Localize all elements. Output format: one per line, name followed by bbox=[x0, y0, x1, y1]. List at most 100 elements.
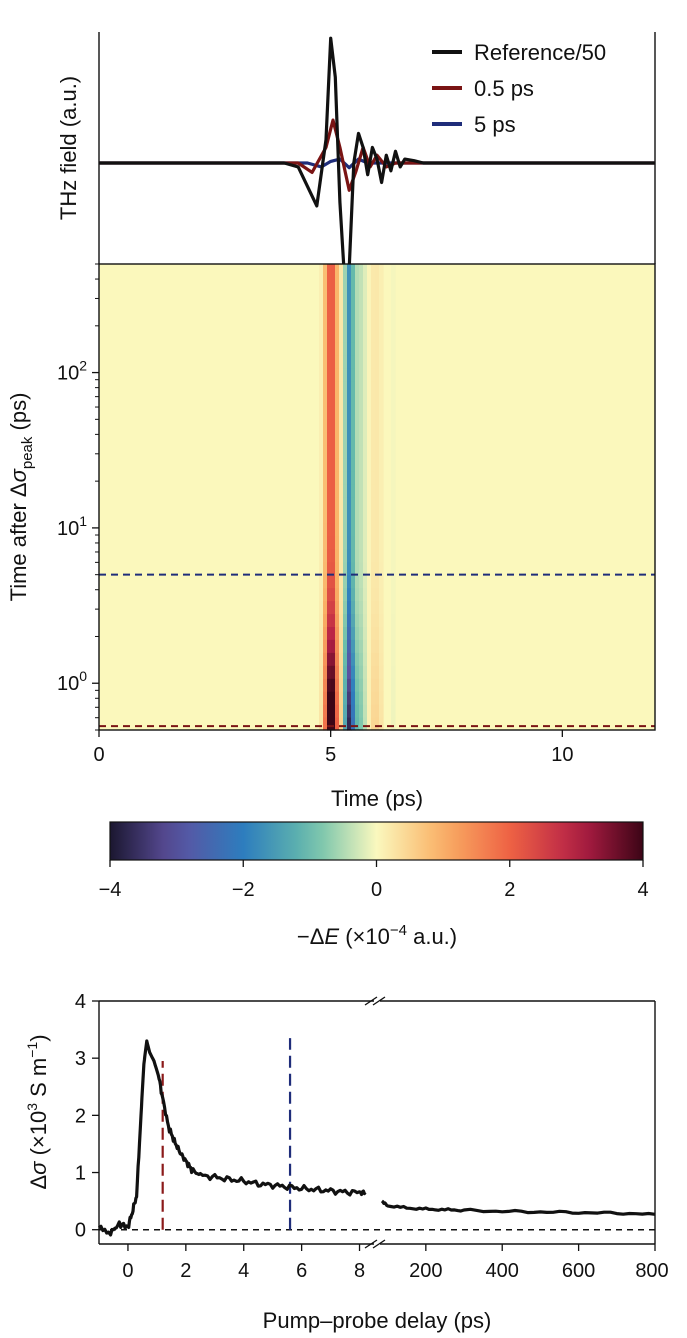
heatmap-cell bbox=[375, 354, 380, 369]
heatmap-cell bbox=[331, 367, 336, 382]
heatmap-cell bbox=[375, 315, 380, 330]
heatmap-cell bbox=[359, 484, 364, 498]
heatmap-cell bbox=[335, 548, 340, 563]
heatmap-cell bbox=[359, 393, 364, 407]
heatmap-cell bbox=[343, 561, 348, 576]
heatmap-cell bbox=[331, 302, 336, 317]
heatmap-cell bbox=[319, 626, 324, 640]
heatmap-cell bbox=[351, 613, 356, 627]
heatmap-cell bbox=[331, 419, 336, 433]
heatmap-cell bbox=[355, 380, 360, 394]
heatmap-cell bbox=[339, 393, 344, 407]
heatmap-cell bbox=[343, 484, 348, 498]
heatmap-cell bbox=[367, 522, 372, 537]
heatmap-cell bbox=[319, 691, 324, 705]
heatmap-cell bbox=[355, 574, 360, 589]
heatmap-cell bbox=[391, 432, 396, 446]
heatmap-cell bbox=[351, 289, 356, 304]
heatmap-hlines bbox=[99, 573, 655, 728]
heatmap-cell bbox=[343, 432, 348, 446]
heatmap-cell bbox=[335, 419, 340, 433]
heatmap-cell bbox=[379, 264, 384, 278]
heatmap-cell bbox=[323, 613, 328, 627]
heatmap-cell bbox=[319, 354, 324, 369]
heatmap-cell bbox=[379, 367, 384, 382]
heatmap-cell bbox=[375, 613, 380, 627]
heatmap-cell bbox=[379, 380, 384, 394]
heatmap-cell bbox=[371, 652, 376, 666]
heatmap-cell bbox=[363, 302, 368, 317]
heatmap-cell bbox=[367, 289, 372, 304]
heatmap-cell bbox=[375, 471, 380, 485]
heatmap-cell bbox=[359, 652, 364, 666]
heatmap-cell bbox=[379, 678, 384, 692]
heatmap-cell bbox=[327, 445, 332, 459]
heatmap-cell bbox=[347, 691, 352, 705]
heatmap-cell bbox=[339, 354, 344, 369]
heatmap-cell bbox=[339, 704, 344, 718]
heatmap-cell bbox=[351, 561, 356, 576]
heatmap-cell bbox=[347, 509, 352, 524]
heatmap-cell bbox=[351, 380, 356, 394]
heatmap-cell bbox=[347, 367, 352, 382]
heatmap-cell bbox=[355, 419, 360, 433]
heatmap-cell bbox=[331, 639, 336, 653]
heatmap-cell bbox=[331, 574, 336, 589]
heatmap-cell bbox=[323, 328, 328, 343]
heatmap-ytick-label-2: 102 bbox=[57, 358, 87, 385]
heatmap-cell bbox=[355, 652, 360, 666]
heatmap-cell bbox=[319, 639, 324, 653]
heatmap-cell bbox=[379, 341, 384, 356]
heatmap-cell bbox=[379, 328, 384, 343]
heatmap-cell bbox=[359, 639, 364, 653]
heatmap-ytick-label-1: 101 bbox=[57, 513, 87, 540]
heatmap-cell bbox=[391, 315, 396, 330]
heatmap-cell bbox=[351, 419, 356, 433]
heatmap-cell bbox=[331, 341, 336, 356]
cond-ytick-label-2: 2 bbox=[75, 1105, 86, 1127]
heatmap-cell bbox=[339, 561, 344, 576]
heatmap-cell bbox=[355, 406, 360, 420]
heatmap-cell bbox=[355, 509, 360, 524]
heatmap-ylabel: Time after Δσpeak (ps) bbox=[6, 393, 36, 602]
heatmap-cell bbox=[343, 341, 348, 356]
heatmap-cell bbox=[375, 264, 380, 278]
heatmap-cell bbox=[327, 587, 332, 602]
colorbar-gradient bbox=[109, 821, 644, 861]
cond-ylabel-exp: 3 bbox=[24, 1103, 40, 1111]
heatmap-cell bbox=[339, 678, 344, 692]
cond-ylabel-pre: Δ bbox=[26, 1175, 51, 1190]
heatmap-cell bbox=[391, 548, 396, 563]
heatmap-cell bbox=[375, 548, 380, 563]
heatmap-cell bbox=[391, 665, 396, 679]
heatmap-cell bbox=[363, 276, 368, 291]
heatmap-cell bbox=[363, 432, 368, 446]
heatmap-cell bbox=[355, 289, 360, 304]
heatmap-cell bbox=[319, 484, 324, 498]
heatmap-cell bbox=[367, 678, 372, 692]
heatmap-cell bbox=[339, 587, 344, 602]
heatmap-cell bbox=[355, 471, 360, 485]
heatmap-cell bbox=[367, 535, 372, 550]
cond-xtick-right-label-1: 400 bbox=[486, 1260, 519, 1282]
heatmap-cell bbox=[375, 406, 380, 420]
colorbar-label-mid: (×10 bbox=[339, 924, 390, 949]
cond-xtick-right-label-3: 800 bbox=[635, 1260, 668, 1282]
axis-break-mark bbox=[372, 1239, 386, 1249]
heatmap-cell bbox=[343, 497, 348, 511]
heatmap-cell bbox=[343, 264, 348, 278]
heatmap-cell bbox=[335, 535, 340, 550]
heatmap-cell bbox=[347, 276, 352, 291]
heatmap-cell bbox=[379, 432, 384, 446]
heatmap-cell bbox=[319, 315, 324, 330]
heatmap-cell bbox=[327, 561, 332, 576]
heatmap-cell bbox=[363, 406, 368, 420]
heatmap-cell bbox=[363, 354, 368, 369]
heatmap-cell bbox=[359, 600, 364, 615]
heatmap-cell bbox=[327, 276, 332, 291]
heatmap-cell bbox=[367, 548, 372, 563]
heatmap-cell bbox=[363, 380, 368, 394]
heatmap-cell bbox=[363, 458, 368, 472]
heatmap-cell bbox=[351, 626, 356, 640]
heatmap-cell bbox=[363, 548, 368, 563]
